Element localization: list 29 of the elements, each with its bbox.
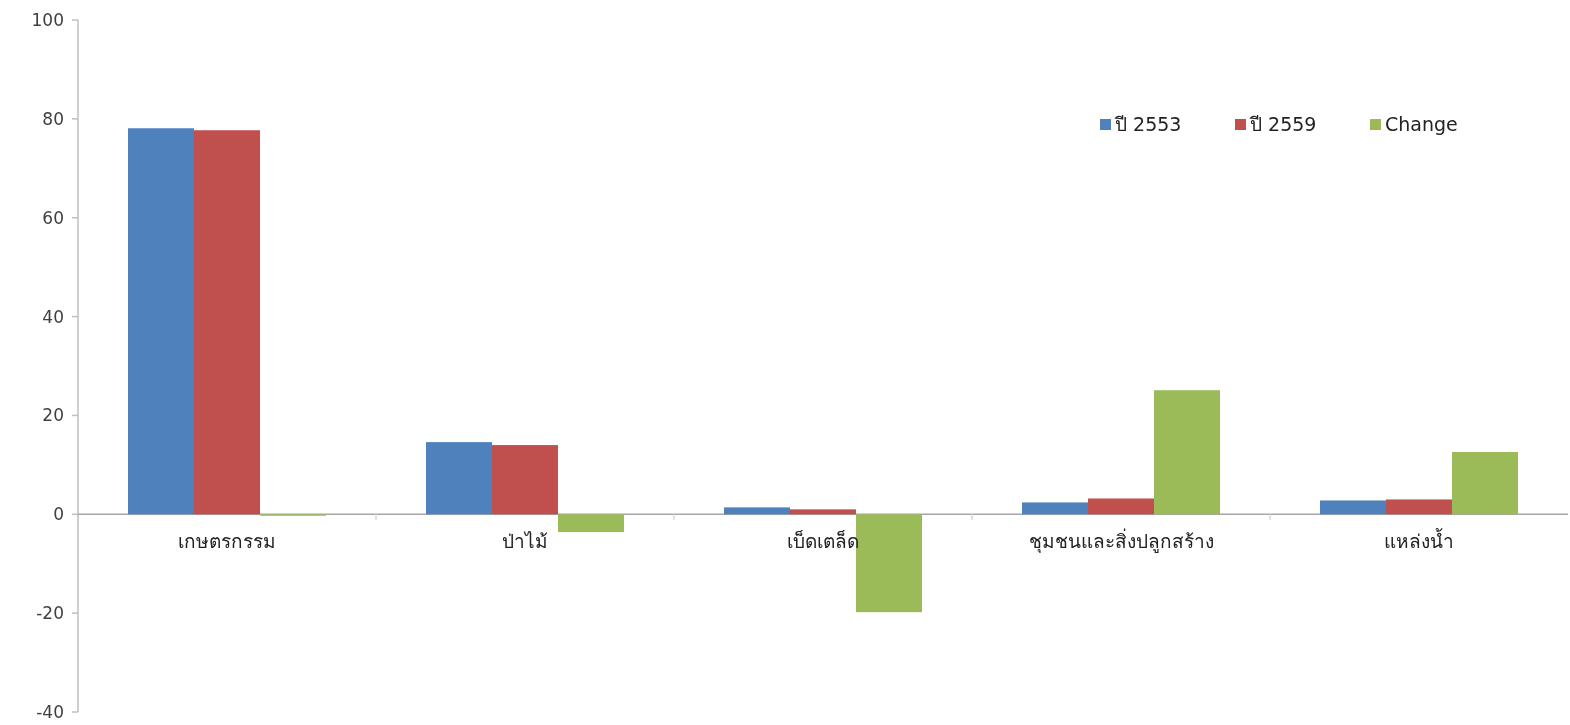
y-tick-label: 80 [42,108,64,129]
bar [1088,498,1154,515]
y-tick-label: 20 [42,405,64,426]
x-tick-label: แหล่งน้ำ [1384,528,1454,553]
bar [1154,390,1220,515]
legend-label: Change [1385,113,1458,135]
bar [558,514,624,533]
bar [1452,452,1518,515]
bar [724,507,790,515]
x-tick-label: เกษตรกรรม [178,530,276,553]
y-tick-label: 60 [42,207,64,228]
bar [790,509,856,515]
y-tick-label: 100 [31,10,64,30]
x-tick-label: ชุมชนและสิ่งปลูกสร้าง [1028,528,1214,555]
y-tick-label: -40 [36,702,64,722]
legend-label: ปี 2559 [1249,113,1317,135]
bar [856,514,922,613]
y-tick-label: 40 [42,306,64,327]
bar [492,445,558,515]
bar [194,130,260,515]
bar [1386,499,1452,515]
y-tick-label: -20 [36,603,64,624]
x-tick-label: ป่าไม้ [502,530,548,553]
legend-label: ปี 2553 [1114,113,1182,135]
bar [128,128,194,515]
y-tick-label: 0 [53,504,64,525]
bar [1022,502,1088,515]
bar [1320,500,1386,515]
bar [426,442,492,515]
